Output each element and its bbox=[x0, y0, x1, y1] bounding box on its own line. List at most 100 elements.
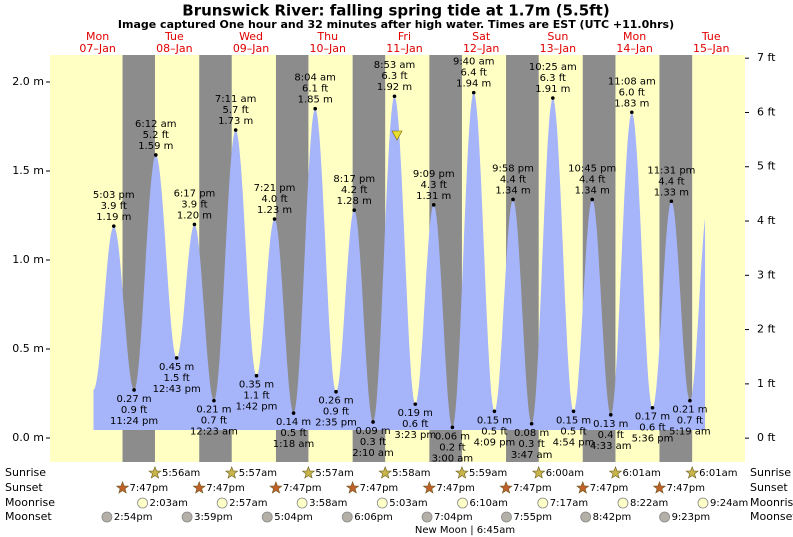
sun-icon bbox=[378, 465, 392, 479]
tide-point bbox=[471, 90, 476, 95]
day-name: Tue bbox=[164, 30, 184, 43]
tide-label: 0.15 m bbox=[477, 415, 512, 426]
tide-label: 1.31 m bbox=[416, 191, 451, 202]
tide-label: 8:17 pm bbox=[333, 174, 375, 185]
tide-label: 3.9 ft bbox=[101, 201, 127, 212]
row-time: 5:03am bbox=[389, 498, 427, 509]
tide-area bbox=[93, 92, 705, 430]
tide-label: 1.73 m bbox=[218, 116, 253, 127]
tide-point bbox=[272, 217, 277, 221]
tide-label: 1.34 m bbox=[575, 185, 610, 196]
tide-point bbox=[371, 420, 375, 424]
tide-label: 9:09 pm bbox=[413, 169, 455, 180]
tide-label: 8:53 am bbox=[374, 60, 416, 71]
tide-point bbox=[688, 398, 692, 403]
tide-label: 0.13 m bbox=[593, 419, 628, 430]
y-tick-label: 1.0 m bbox=[12, 253, 44, 266]
tide-label: 0.15 m bbox=[556, 415, 591, 426]
day-date: 13–Jan bbox=[540, 42, 576, 55]
day-name: Wed bbox=[239, 30, 263, 43]
tide-label: 4.3 ft bbox=[421, 180, 447, 191]
tide-label: 0.17 m bbox=[635, 412, 670, 423]
tide-label: 4.2 ft bbox=[341, 185, 367, 196]
y-tick-label: 1.5 m bbox=[12, 164, 44, 177]
tide-label: 1.20 m bbox=[177, 210, 212, 221]
tide-label: 1.34 m bbox=[495, 185, 530, 196]
day-date: 07–Jan bbox=[79, 42, 115, 55]
tide-label: 4.4 ft bbox=[500, 174, 526, 185]
tide-label: 0.14 m bbox=[276, 417, 311, 428]
tide-point bbox=[630, 110, 634, 115]
chart-subtitle: Image captured One hour and 32 minutes a… bbox=[118, 18, 674, 31]
row-time: 5:57am bbox=[239, 468, 277, 479]
row-time: 6:00am bbox=[546, 468, 584, 479]
tide-label: 0.19 m bbox=[398, 408, 433, 419]
tide-label: 7:11 am bbox=[215, 94, 257, 105]
tide-point bbox=[154, 153, 158, 157]
y2-tick-label: 5 ft bbox=[757, 160, 776, 173]
moon-icon bbox=[457, 497, 468, 509]
day-date: 12–Jan bbox=[463, 42, 499, 55]
tide-label: 0.08 m bbox=[514, 428, 549, 439]
tide-point bbox=[334, 389, 338, 394]
row-time: 6:10am bbox=[470, 498, 508, 509]
tide-label: 0.26 m bbox=[318, 396, 353, 407]
tide-point bbox=[492, 409, 497, 414]
tide-point bbox=[174, 356, 179, 360]
tide-point bbox=[233, 128, 238, 132]
day-name: Mon bbox=[623, 30, 646, 43]
row-time: 2:03am bbox=[150, 498, 188, 509]
row-time: 2:54pm bbox=[114, 512, 153, 523]
row-time: 7:55pm bbox=[513, 512, 552, 523]
y2-tick-label: 6 ft bbox=[757, 105, 776, 118]
tide-label: 6:17 pm bbox=[174, 188, 216, 199]
row-label: Sunrise bbox=[750, 466, 791, 479]
row-time: 5:59am bbox=[469, 468, 507, 479]
tide-point bbox=[392, 94, 397, 99]
row-time: 7:47pm bbox=[130, 483, 169, 494]
row-time: 7:04pm bbox=[434, 512, 473, 523]
tide-label: 1.1 ft bbox=[243, 391, 269, 402]
tide-label: 1.5 ft bbox=[163, 373, 189, 384]
y2-tick-label: 2 ft bbox=[757, 323, 776, 336]
day-name: Thu bbox=[316, 30, 338, 43]
now-marker bbox=[391, 130, 403, 141]
tide-label: 11:08 am bbox=[608, 76, 656, 87]
tide-label: 5.2 ft bbox=[143, 130, 169, 141]
tide-label: 4:54 pm bbox=[553, 437, 595, 448]
sun-icon bbox=[301, 465, 316, 479]
tide-label: 12:23 am bbox=[190, 427, 238, 438]
sun-icon bbox=[192, 480, 206, 494]
moon-icon bbox=[376, 497, 388, 509]
sun-icon bbox=[499, 480, 513, 494]
row-label: Moonrise bbox=[750, 496, 793, 509]
tide-label: 0.9 ft bbox=[323, 407, 349, 418]
row-time: 8:22am bbox=[630, 498, 668, 509]
tide-point bbox=[590, 197, 595, 202]
moon-icon bbox=[617, 497, 629, 509]
y-tick-label: 0.5 m bbox=[12, 342, 44, 355]
tide-label: 0.3 ft bbox=[518, 439, 544, 450]
tide-label: 11:31 pm bbox=[647, 165, 695, 176]
moon-icon bbox=[659, 511, 670, 523]
tide-label: 0.5 ft bbox=[280, 428, 306, 439]
row-time: 7:47pm bbox=[360, 483, 399, 494]
row-time: 5:04pm bbox=[274, 512, 313, 523]
tide-label: 0.09 m bbox=[355, 426, 390, 437]
day-name: Tue bbox=[701, 30, 721, 43]
tide-point bbox=[352, 208, 357, 212]
sun-icon bbox=[345, 480, 360, 494]
tide-label: 5:36 pm bbox=[632, 434, 674, 445]
tide-label: 6.4 ft bbox=[461, 68, 487, 79]
tide-label: 6.0 ft bbox=[619, 87, 645, 98]
moon-icon bbox=[341, 511, 353, 523]
tide-label: 0.27 m bbox=[116, 394, 151, 405]
tide-label: 0.3 ft bbox=[360, 437, 386, 448]
row-time: 7:47pm bbox=[436, 483, 475, 494]
row-time: 3:59pm bbox=[194, 512, 233, 523]
tide-label: 3:23 pm bbox=[394, 430, 436, 441]
row-label: Sunset bbox=[5, 481, 43, 494]
tide-point bbox=[551, 96, 555, 100]
row-time: 6:01am bbox=[699, 468, 737, 479]
row-time: 6:06pm bbox=[354, 512, 393, 523]
